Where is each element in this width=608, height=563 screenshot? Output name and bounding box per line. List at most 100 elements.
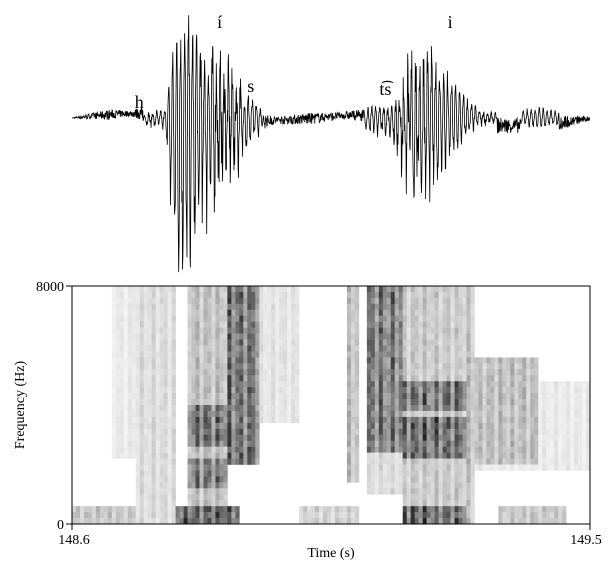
spectrogram-cell <box>127 351 133 358</box>
spectrogram-cell <box>207 315 212 322</box>
spectrogram-cell <box>147 518 152 525</box>
spectrogram-cell <box>466 315 471 322</box>
spectrogram-cell <box>438 410 443 418</box>
spectrogram-cell <box>382 452 388 459</box>
spectrogram-cell <box>454 369 459 376</box>
spectrogram-cell <box>562 518 567 525</box>
spectrogram-cell <box>119 369 125 376</box>
spectrogram-cell <box>430 470 435 477</box>
spectrogram-cell <box>227 286 232 293</box>
spectrogram-cell <box>402 512 407 519</box>
spectrogram-cell <box>458 351 463 358</box>
spectrogram-cell <box>247 458 252 465</box>
spectrogram-cell <box>390 488 396 495</box>
spectrogram-cell <box>219 494 224 501</box>
spectrogram-cell <box>143 458 148 465</box>
spectrogram-cell <box>354 286 360 293</box>
spectrogram-cell <box>271 339 276 346</box>
spectrogram-cell <box>406 494 411 501</box>
spectrogram-cell <box>562 387 567 394</box>
spectrogram-cell <box>522 440 527 447</box>
spectrogram-cell <box>418 464 423 471</box>
spectrogram-cell <box>570 405 575 412</box>
spectrogram-cell <box>199 488 204 495</box>
spectrogram-cell <box>398 387 404 394</box>
spectrogram-cell <box>123 399 129 406</box>
spectrogram-cell <box>526 387 531 394</box>
spectrogram-cell <box>275 357 280 364</box>
spectrogram-cell <box>430 488 435 495</box>
spectrogram-cell <box>187 291 192 299</box>
spectrogram-cell <box>207 333 212 340</box>
spectrogram-cell <box>502 416 507 424</box>
spectrogram-cell <box>542 405 547 412</box>
spectrogram-cell <box>159 387 164 394</box>
spectrogram-cell <box>115 375 121 382</box>
spectrogram-cell <box>215 309 220 317</box>
spectrogram-cell <box>231 309 236 317</box>
spectrogram-cell <box>283 399 288 406</box>
spectrogram-cell <box>199 464 204 471</box>
spectrogram-cell <box>506 512 511 519</box>
spectrogram-cell <box>155 387 160 394</box>
spectrogram-cell <box>155 405 160 412</box>
spectrogram-cell <box>462 333 467 340</box>
spectrogram-cell <box>378 339 384 346</box>
spectrogram-cell <box>167 416 172 424</box>
spectrogram-cell <box>346 458 352 465</box>
spectrogram-cell <box>386 393 392 400</box>
spectrogram-cell <box>366 434 372 441</box>
spectrogram-cell <box>215 512 220 519</box>
spectrogram-cell <box>243 434 248 441</box>
spectrogram-cell <box>378 321 384 328</box>
spectrogram-cell <box>167 476 172 483</box>
spectrogram-cell <box>418 345 423 352</box>
spectrogram-cell <box>398 345 404 352</box>
spectrogram-cell <box>430 369 435 376</box>
spectrogram-cell <box>203 399 208 406</box>
spectrogram-cell <box>426 500 431 507</box>
spectrogram-cell <box>546 446 551 453</box>
spectrogram-cell <box>562 410 567 418</box>
spectrogram-cell <box>127 327 133 334</box>
spectrogram-cell <box>394 303 400 311</box>
spectrogram-cell <box>382 291 388 299</box>
spectrogram-cell <box>514 452 519 459</box>
spectrogram-cell <box>554 512 559 519</box>
spectrogram-cell <box>410 416 415 424</box>
spectrogram-cell <box>131 309 137 317</box>
spectrogram-cell <box>426 476 431 483</box>
spectrogram-cell <box>123 297 129 305</box>
spectrogram-cell <box>143 494 148 501</box>
spectrogram-cell <box>414 375 419 382</box>
spectrogram-cell <box>135 434 141 441</box>
spectrogram-cell <box>342 506 348 513</box>
spectrogram-cell <box>199 381 204 388</box>
spectrogram-cell <box>514 393 519 400</box>
spectrogram-cell <box>203 422 208 430</box>
spectrogram-cell <box>223 494 228 501</box>
spectrogram-cell <box>390 428 396 436</box>
spectrogram-cell <box>354 363 360 370</box>
spectrogram-cell <box>458 506 463 513</box>
spectrogram-cell <box>135 393 141 400</box>
spectrogram-cell <box>171 286 176 293</box>
spectrogram-cell <box>215 399 220 406</box>
spectrogram-cell <box>235 369 240 376</box>
spectrogram-cell <box>159 512 164 519</box>
spectrogram-cell <box>235 291 240 299</box>
spectrogram-cell <box>390 345 396 352</box>
spectrogram-cell <box>406 500 411 507</box>
spectrogram-cell <box>354 369 360 376</box>
spectrogram-cell <box>135 494 141 501</box>
spectrogram-cell <box>187 405 192 412</box>
spectrogram-cell <box>434 506 439 513</box>
spectrogram-cell <box>275 315 280 322</box>
spectrogram-cell <box>534 410 539 418</box>
spectrogram-cell <box>231 303 236 311</box>
spectrogram-cell <box>223 399 228 406</box>
spectrogram-cell <box>446 309 451 317</box>
spectrogram-cell <box>251 434 256 441</box>
spectrogram-cell <box>131 387 137 394</box>
spectrogram-cell <box>394 327 400 334</box>
